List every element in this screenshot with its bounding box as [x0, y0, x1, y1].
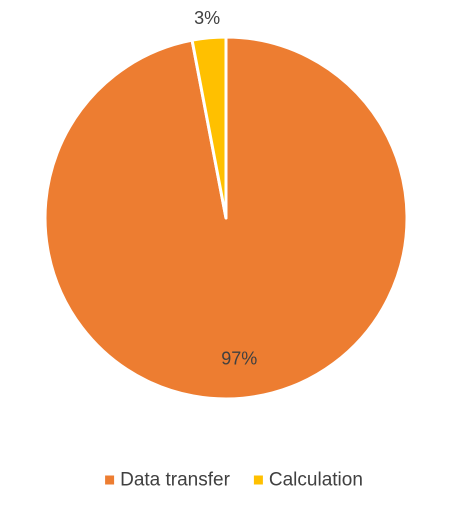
legend-item-data-transfer: Data transfer [105, 470, 231, 491]
legend-label: Calculation [269, 470, 363, 491]
pie-data-labels: 97% 3% [194, 8, 257, 369]
legend-swatch [253, 475, 263, 485]
data-label-calculation: 3% [194, 8, 220, 28]
legend-swatch [105, 475, 115, 485]
pie-slices [43, 35, 409, 401]
data-label-data-transfer: 97% [221, 349, 257, 369]
legend-item-calculation: Calculation [253, 470, 363, 491]
legend-label: Data transfer [120, 470, 230, 491]
pie-slice-calculation [190, 35, 228, 220]
legend: Data transfer Calculation [105, 470, 363, 491]
